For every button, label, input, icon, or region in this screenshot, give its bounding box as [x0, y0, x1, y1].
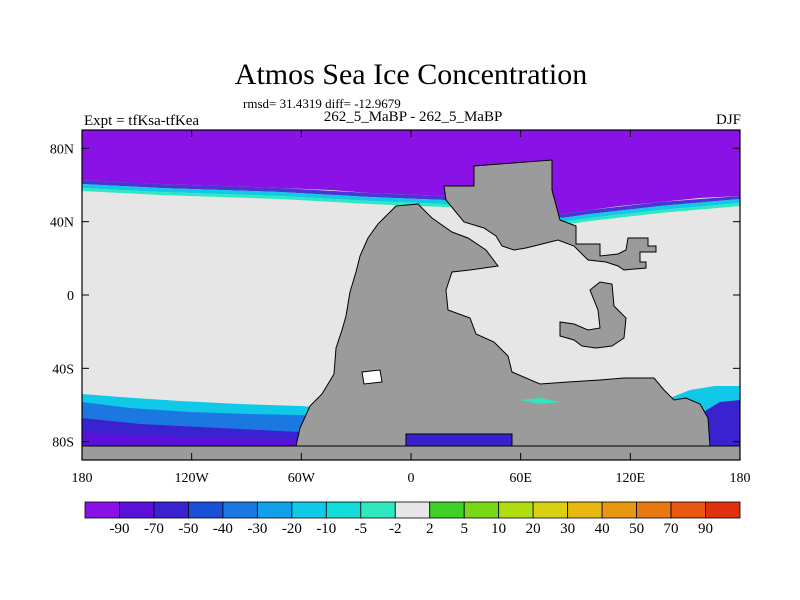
colorbar-box: [498, 501, 534, 519]
colorbar-label: 90: [698, 521, 713, 537]
colorbar-box: [463, 501, 500, 519]
x-tick-label: 0: [408, 471, 415, 486]
colorbar-label: -30: [247, 521, 267, 537]
x-tick-label: 120E: [616, 471, 646, 486]
stats-text: rmsd= 31.4319 diff= -12.9679: [243, 96, 401, 111]
colorbar-label: -50: [178, 521, 198, 537]
colorbar-label: 10: [491, 521, 506, 537]
colorbar-labels: -90 -70 -50 -40 -30 -20 -10 -5 -2 2 5 10 20 30 40 50 70 9…: [109, 521, 713, 537]
map-plot: [81, 129, 741, 461]
inland-gap: [361, 369, 383, 385]
colorbar-box: [636, 501, 672, 519]
colorbar-box: [325, 501, 362, 519]
y-tick-label: 40S: [52, 362, 74, 377]
colorbar-label: -5: [355, 521, 368, 537]
colorbar-box: [670, 501, 706, 519]
colorbar-box: [222, 501, 258, 519]
colorbar-label: -90: [109, 521, 129, 537]
ross-strip: [405, 433, 513, 447]
y-tick-label: 80S: [52, 436, 74, 451]
colorbar-box: [119, 501, 155, 519]
y-tick-label: 0: [67, 289, 74, 304]
colorbar-box: [256, 501, 293, 519]
y-tick-label: 80N: [50, 142, 74, 157]
chart-title: Atmos Sea Ice Concentration: [235, 58, 587, 91]
colorbar-label: -20: [282, 521, 302, 537]
x-tick-label: 180: [730, 471, 751, 486]
colorbar-box: [84, 501, 120, 519]
east-coast-teal: [520, 398, 560, 404]
colorbar-label: 5: [460, 521, 468, 537]
colorbar-label: -2: [389, 521, 402, 537]
colorbar-box: [291, 501, 327, 519]
colorbar-label: -40: [213, 521, 233, 537]
x-tick-label: 120W: [175, 471, 210, 486]
experiment-label: Expt = tfKsa-tfKea: [84, 113, 199, 129]
y-axis-labels: 80N 40N 0 40S 80S: [50, 142, 74, 450]
colorbar-box: [705, 501, 741, 519]
colorbar: [84, 501, 741, 519]
colorbar-box: [567, 501, 603, 519]
y-tick-label: 40N: [50, 216, 74, 231]
colorbar-box: [394, 501, 431, 519]
colorbar-label: 40: [595, 521, 610, 537]
colorbar-box: [429, 501, 465, 519]
east-pacific-core: [700, 400, 740, 446]
land-pangea: [443, 159, 657, 271]
season-label: DJF: [716, 112, 741, 128]
north-polar-negative-band: [82, 130, 740, 214]
north-edge-blue: [82, 180, 740, 218]
land-masses: [82, 159, 740, 460]
x-axis-labels: 180 120W 60W 0 60E 120E 180: [72, 471, 751, 486]
x-tick-label: 60E: [509, 471, 532, 486]
land-tethys-island: [559, 281, 627, 349]
colorbar-label: 50: [629, 521, 644, 537]
colorbar-label: 20: [526, 521, 541, 537]
map-ticks: [81, 130, 741, 460]
x-tick-label: 180: [72, 471, 93, 486]
colorbar-box: [188, 501, 224, 519]
colorbar-label: 70: [664, 521, 679, 537]
colorbar-box: [532, 501, 569, 519]
land-gondwana-west: [82, 203, 740, 460]
colorbar-label: -10: [316, 521, 336, 537]
colorbar-label: 2: [426, 521, 434, 537]
colorbar-box: [601, 501, 637, 519]
colorbar-label: -70: [144, 521, 164, 537]
x-tick-label: 60W: [288, 471, 316, 486]
colorbar-box: [153, 501, 189, 519]
colorbar-box: [360, 501, 396, 519]
north-edge-cyan: [82, 184, 740, 222]
north-edge-teal: [82, 188, 740, 225]
period-label: 262_5_MaBP - 262_5_MaBP: [324, 109, 503, 125]
colorbar-label: 30: [560, 521, 575, 537]
